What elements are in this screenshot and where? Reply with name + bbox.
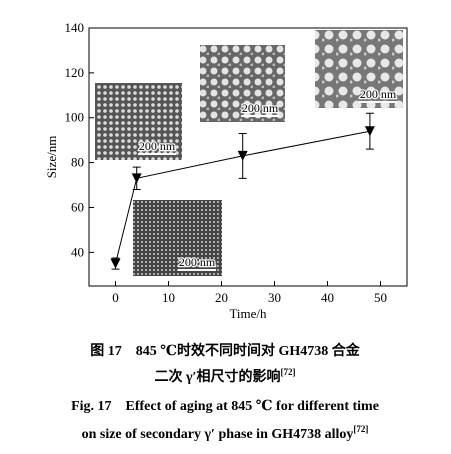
- inset-image: [133, 200, 222, 276]
- y-tick-label: 140: [65, 20, 85, 35]
- x-tick-label: 10: [162, 290, 175, 305]
- scale-label: 200 nm: [242, 101, 279, 115]
- x-tick-label: 30: [268, 290, 281, 305]
- x-tick-label: 40: [321, 290, 334, 305]
- y-tick-label: 120: [65, 65, 85, 80]
- caption-en: on size of secondary γ′ phase in GH4738 …: [82, 424, 369, 442]
- inset-image: [315, 30, 403, 108]
- scale-label: 200 nm: [139, 139, 176, 153]
- scale-label: 200 nm: [179, 255, 216, 269]
- x-tick-label: 0: [112, 290, 119, 305]
- caption-text: 二次 γ′相尺寸的影响: [155, 368, 281, 385]
- x-axis-label: Time/h: [229, 306, 267, 321]
- caption-ref: [72]: [281, 367, 296, 377]
- y-tick-label: 80: [71, 155, 84, 170]
- data-point: [110, 258, 121, 269]
- y-axis-label: Size/nm: [44, 136, 59, 179]
- y-tick-label: 100: [65, 110, 85, 125]
- caption-ref: [72]: [353, 424, 368, 434]
- caption-text: 图 17 845 ℃时效不同时间对 GH4738 合金: [90, 342, 361, 359]
- data-line: [115, 130, 370, 264]
- caption-text: on size of secondary γ′ phase in GH4738 …: [82, 427, 354, 442]
- scale-label: 200 nm: [360, 87, 397, 101]
- data-point: [364, 126, 375, 137]
- caption-en: Fig. 17 Effect of aging at 845 ℃ for dif…: [71, 399, 379, 414]
- data-point: [237, 150, 248, 161]
- y-tick-label: 40: [71, 244, 84, 259]
- caption-text: Fig. 17 Effect of aging at 845 ℃ for dif…: [71, 399, 379, 414]
- caption-cn: 二次 γ′相尺寸的影响[72]: [155, 367, 296, 385]
- x-tick-label: 50: [374, 290, 387, 305]
- y-tick-label: 60: [71, 199, 84, 214]
- caption-cn: 图 17 845 ℃时效不同时间对 GH4738 合金: [90, 342, 361, 359]
- inset-image: [200, 45, 285, 122]
- data-point: [131, 173, 142, 184]
- x-tick-label: 20: [215, 290, 228, 305]
- plot-frame: [88, 27, 408, 287]
- inset-image: [95, 83, 182, 160]
